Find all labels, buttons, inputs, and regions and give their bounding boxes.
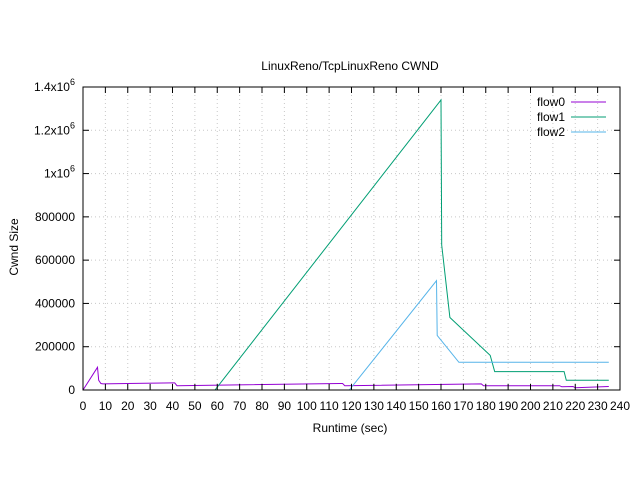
- x-tick-label: 0: [80, 399, 87, 413]
- series-line-flow2: [348, 279, 609, 391]
- x-tick-label: 90: [278, 399, 292, 413]
- x-tick-label: 170: [453, 399, 473, 413]
- y-tick-label: 1x106: [44, 164, 75, 181]
- chart-title: LinuxReno/TcpLinuxReno CWND: [261, 59, 439, 73]
- series-layer: [82, 98, 609, 391]
- x-tick-label: 120: [341, 399, 361, 413]
- x-tick-label: 60: [211, 399, 225, 413]
- x-tick-label: 20: [121, 399, 135, 413]
- x-tick-label: 200: [520, 399, 540, 413]
- x-tick-label: 190: [498, 399, 518, 413]
- tick-layer: 0 10 20 30 40 50 60 70 80 90 100 110 120 130 140 150 160…: [34, 77, 630, 413]
- series-line-flow1: [214, 98, 609, 391]
- y-tick-label: 1.2x106: [34, 120, 75, 137]
- y-tick-label: 0: [68, 383, 75, 397]
- legend-label-flow2: flow2: [537, 125, 565, 139]
- x-tick-label: 30: [143, 399, 157, 413]
- x-tick-label: 80: [255, 399, 269, 413]
- x-tick-label: 220: [565, 399, 585, 413]
- x-tick-label: 150: [409, 399, 429, 413]
- x-axis-label: Runtime (sec): [313, 421, 388, 435]
- x-tick-label: 10: [99, 399, 113, 413]
- x-tick-label: 210: [543, 399, 563, 413]
- x-tick-label: 50: [188, 399, 202, 413]
- y-tick-label: 600000: [35, 253, 75, 267]
- y-tick-label: 400000: [35, 296, 75, 310]
- y-tick-label: 200000: [35, 340, 75, 354]
- x-tick-label: 140: [386, 399, 406, 413]
- x-tick-label: 40: [166, 399, 180, 413]
- x-tick-label: 100: [297, 399, 317, 413]
- x-tick-label: 130: [364, 399, 384, 413]
- x-tick-label: 180: [476, 399, 496, 413]
- x-tick-label: 230: [588, 399, 608, 413]
- y-axis-label: Cwnd Size: [7, 218, 21, 276]
- x-tick-label: 240: [610, 399, 630, 413]
- legend-label-flow1: flow1: [537, 110, 565, 124]
- x-tick-label: 70: [233, 399, 247, 413]
- legend-label-flow0: flow0: [537, 95, 565, 109]
- y-tick-label: 1.4x106: [34, 77, 75, 94]
- x-tick-label: 110: [320, 399, 339, 413]
- series-line-flow0: [82, 365, 609, 391]
- y-tick-label: 800000: [35, 210, 75, 224]
- x-tick-label: 160: [431, 399, 451, 413]
